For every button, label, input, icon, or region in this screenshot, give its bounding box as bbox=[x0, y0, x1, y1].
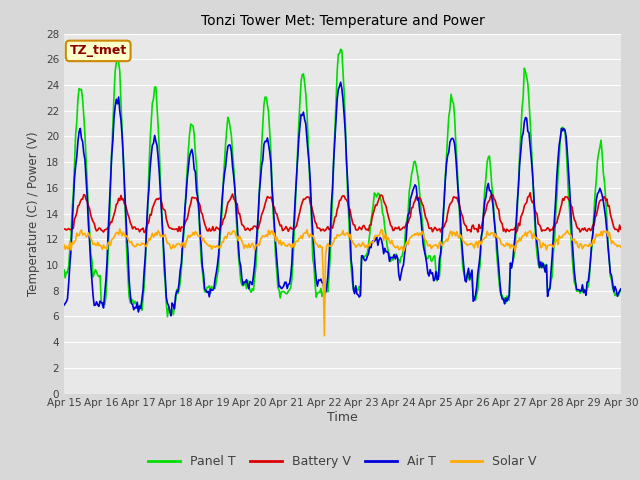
Legend: Panel T, Battery V, Air T, Solar V: Panel T, Battery V, Air T, Solar V bbox=[143, 450, 541, 473]
Air T bbox=[374, 242, 381, 248]
Solar V bbox=[617, 244, 625, 250]
Air T bbox=[60, 302, 68, 308]
Solar V bbox=[321, 333, 328, 338]
Battery V bbox=[372, 202, 380, 208]
Solar V bbox=[568, 237, 576, 243]
Solar V bbox=[472, 240, 479, 246]
Air T bbox=[234, 242, 242, 248]
Panel T bbox=[568, 252, 576, 257]
Panel T bbox=[296, 98, 304, 104]
Panel T bbox=[617, 287, 625, 293]
Air T bbox=[617, 286, 625, 292]
Air T bbox=[337, 79, 344, 85]
Panel T bbox=[337, 47, 344, 52]
Line: Solar V: Solar V bbox=[64, 229, 621, 336]
Solar V bbox=[116, 226, 124, 232]
Panel T bbox=[374, 190, 381, 196]
Battery V bbox=[568, 204, 576, 210]
Line: Panel T: Panel T bbox=[64, 49, 621, 317]
Air T bbox=[167, 313, 175, 319]
Solar V bbox=[401, 246, 408, 252]
Title: Tonzi Tower Met: Temperature and Power: Tonzi Tower Met: Temperature and Power bbox=[200, 14, 484, 28]
Solar V bbox=[234, 238, 242, 243]
Battery V bbox=[526, 190, 534, 196]
Panel T bbox=[234, 251, 242, 257]
Text: TZ_tmet: TZ_tmet bbox=[70, 44, 127, 58]
Line: Air T: Air T bbox=[64, 82, 621, 316]
Y-axis label: Temperature (C) / Power (V): Temperature (C) / Power (V) bbox=[28, 132, 40, 296]
Air T bbox=[568, 234, 576, 240]
Air T bbox=[296, 122, 304, 128]
Solar V bbox=[60, 242, 68, 248]
Air T bbox=[401, 252, 408, 257]
Battery V bbox=[295, 213, 303, 219]
Solar V bbox=[296, 236, 304, 241]
Battery V bbox=[399, 226, 406, 231]
Battery V bbox=[469, 222, 477, 228]
Battery V bbox=[60, 226, 68, 232]
Air T bbox=[472, 292, 479, 298]
Panel T bbox=[472, 298, 479, 303]
Panel T bbox=[164, 314, 172, 320]
Battery V bbox=[617, 227, 625, 232]
X-axis label: Time: Time bbox=[327, 411, 358, 424]
Panel T bbox=[401, 242, 408, 248]
Line: Battery V: Battery V bbox=[64, 193, 621, 233]
Panel T bbox=[60, 267, 68, 273]
Solar V bbox=[374, 233, 381, 239]
Battery V bbox=[234, 201, 241, 206]
Battery V bbox=[513, 230, 520, 236]
